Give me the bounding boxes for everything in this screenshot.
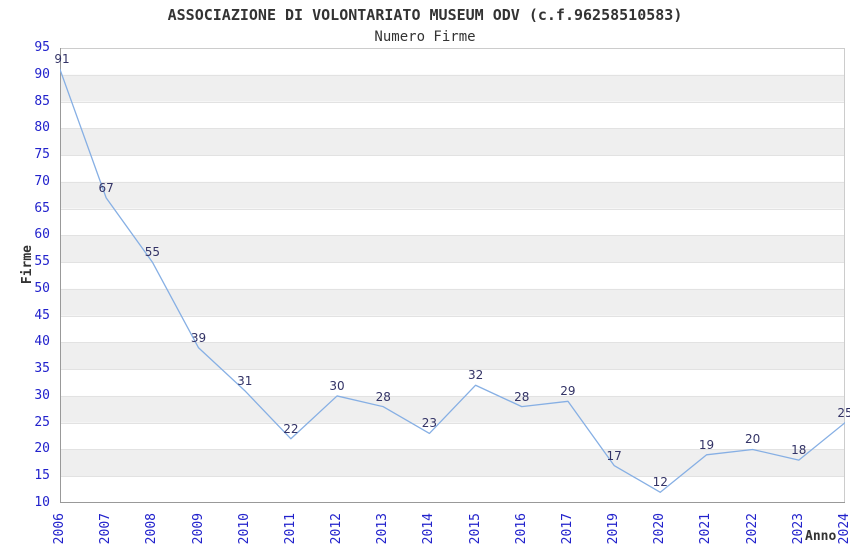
y-tick-label: 45 <box>34 307 50 323</box>
plot-band <box>60 235 845 263</box>
x-tick-label: 2024 <box>837 513 850 545</box>
data-point-label: 19 <box>698 437 715 452</box>
y-tick-label: 95 <box>34 40 50 55</box>
data-point-label: 23 <box>421 416 438 431</box>
plot-band <box>60 288 845 316</box>
data-point-label: 31 <box>237 373 253 388</box>
x-tick-label: 2007 <box>98 513 114 545</box>
y-tick-label: 70 <box>34 173 50 189</box>
x-tick-label: 2016 <box>513 513 529 545</box>
x-tick-label: 2013 <box>375 513 391 545</box>
x-tick-label: 2011 <box>282 513 298 545</box>
x-tick-label: 2020 <box>652 513 668 545</box>
data-point-label: 17 <box>606 448 622 463</box>
data-point-label: 20 <box>745 432 761 447</box>
x-axis-title: Anno <box>805 529 837 544</box>
y-tick-label: 10 <box>34 495 50 510</box>
x-tick-label: 2021 <box>698 513 714 545</box>
data-point-label: 55 <box>144 245 160 260</box>
data-point-label: 39 <box>190 330 207 345</box>
y-tick-label: 65 <box>34 200 50 216</box>
y-tick-label: 25 <box>34 414 50 430</box>
data-point-label: 28 <box>375 389 391 404</box>
data-point-label: 18 <box>791 443 807 458</box>
y-tick-label: 85 <box>34 93 50 109</box>
y-tick-label: 90 <box>34 66 50 82</box>
x-tick-label: 2006 <box>52 513 67 545</box>
x-tick-label: 2008 <box>144 513 160 545</box>
chart-subtitle: Numero Firme <box>374 29 476 45</box>
x-tick-label: 2022 <box>744 513 760 545</box>
y-tick-label: 20 <box>34 441 50 457</box>
data-point-label: 30 <box>329 378 345 393</box>
plot-band <box>60 449 845 477</box>
y-tick-label: 35 <box>34 361 50 377</box>
x-tick-label: 2010 <box>236 513 252 545</box>
data-point-label: 25 <box>837 405 850 420</box>
x-tick-label: 2017 <box>559 513 575 545</box>
data-point-label: 12 <box>652 475 668 490</box>
data-point-label: 32 <box>467 368 484 383</box>
plot-band <box>60 342 845 370</box>
plot-band <box>60 181 845 209</box>
plot-area <box>60 48 845 503</box>
data-line <box>60 68 845 493</box>
x-tick-label: 2009 <box>190 513 206 545</box>
y-tick-label: 55 <box>34 254 50 270</box>
y-tick-label: 60 <box>34 227 50 243</box>
x-tick-label: 2014 <box>421 513 437 545</box>
chart-title: ASSOCIAZIONE DI VOLONTARIATO MUSEUM ODV … <box>167 6 683 24</box>
data-point-label: 91 <box>54 52 70 67</box>
y-tick-label: 40 <box>34 334 50 350</box>
y-tick-label: 50 <box>34 280 50 296</box>
x-tick-label: 2019 <box>606 513 622 545</box>
y-tick-label: 80 <box>34 120 50 136</box>
data-point-label: 29 <box>560 384 576 399</box>
plot-band <box>60 128 845 156</box>
y-tick-label: 75 <box>34 147 50 163</box>
data-point-label: 28 <box>514 389 530 404</box>
x-tick-label: 2012 <box>329 513 345 545</box>
y-tick-label: 30 <box>34 387 50 403</box>
plot-band <box>60 74 845 102</box>
y-tick-label: 15 <box>34 468 50 484</box>
data-point-label: 67 <box>98 180 114 195</box>
line-chart-svg <box>60 48 845 503</box>
x-tick-label: 2015 <box>467 513 483 545</box>
data-point-label: 22 <box>283 421 299 436</box>
